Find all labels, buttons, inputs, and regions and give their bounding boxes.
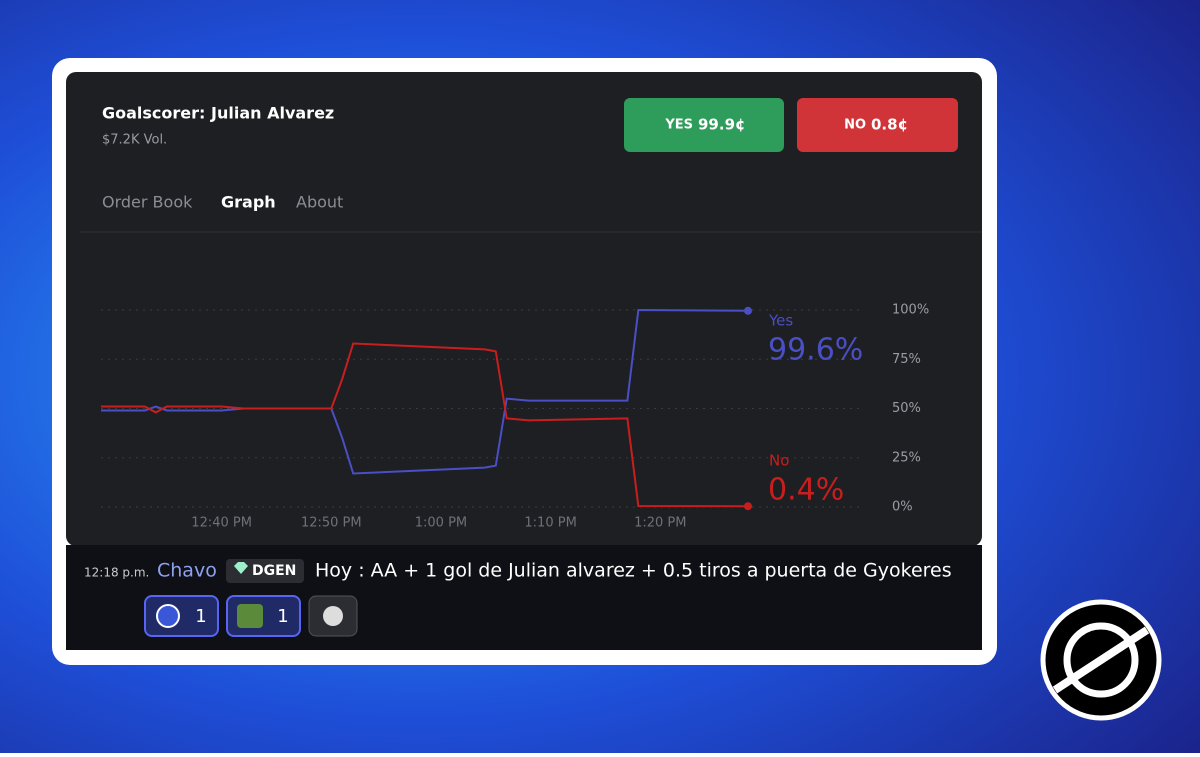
market-panel (66, 72, 982, 546)
end-dot (744, 306, 752, 315)
market-title: Goalscorer: Julian Alvarez (102, 104, 334, 123)
y-tick-label: 0% (892, 500, 913, 515)
y-tick-label: 25% (892, 450, 921, 465)
x-tick-label: 12:50 PM (301, 516, 362, 531)
message-time: 12:18 p.m. (84, 566, 149, 580)
reaction-icon (237, 604, 263, 628)
reaction-count: 1 (277, 606, 288, 627)
tab[interactable]: About (296, 193, 343, 212)
reaction-icon (156, 604, 180, 628)
yes-button[interactable] (624, 98, 784, 152)
end-value-label: 0.4% (768, 473, 844, 508)
y-tick-label: 100% (892, 303, 929, 318)
x-tick-label: 1:00 PM (415, 516, 467, 531)
chart: 0% 25% 50% 75% 100% 12:40 PM 12:50 PM 1:00 PM 1:… (101, 303, 929, 531)
logo-ring (1063, 622, 1139, 698)
x-tick-label: 1:10 PM (524, 516, 576, 531)
yes-label: YES (664, 118, 693, 133)
tab[interactable]: Order Book (102, 193, 193, 212)
legend-label: No (769, 452, 789, 470)
end-value-label: 99.6% (768, 332, 863, 367)
message-bar (66, 545, 982, 650)
x-tick-label: 1:20 PM (634, 516, 686, 531)
logo-slash (1052, 626, 1150, 694)
message-author[interactable]: Chavo (157, 560, 217, 582)
reaction-count: 1 (195, 606, 206, 627)
no-price: 0.8¢ (871, 116, 908, 134)
no-button[interactable] (797, 98, 958, 152)
yes-price: 99.9¢ (698, 116, 745, 134)
tab-active[interactable]: Graph (221, 193, 276, 212)
reaction[interactable] (144, 595, 219, 637)
y-tick-label: 75% (892, 352, 921, 367)
y-tick-label: 50% (892, 401, 921, 416)
end-dot (744, 502, 752, 511)
no-label: NO (844, 118, 866, 133)
message-text: Hoy : AA + 1 gol de Julian alvarez + 0.5… (315, 560, 952, 582)
volume: $7.2K Vol. (102, 133, 167, 148)
series-line (101, 342, 749, 508)
legend-label: Yes (768, 311, 793, 329)
badge-label: DGEN (252, 563, 296, 579)
add-reaction-icon (323, 606, 343, 626)
badge-icon (234, 562, 248, 574)
x-tick-label: 12:40 PM (191, 516, 252, 531)
